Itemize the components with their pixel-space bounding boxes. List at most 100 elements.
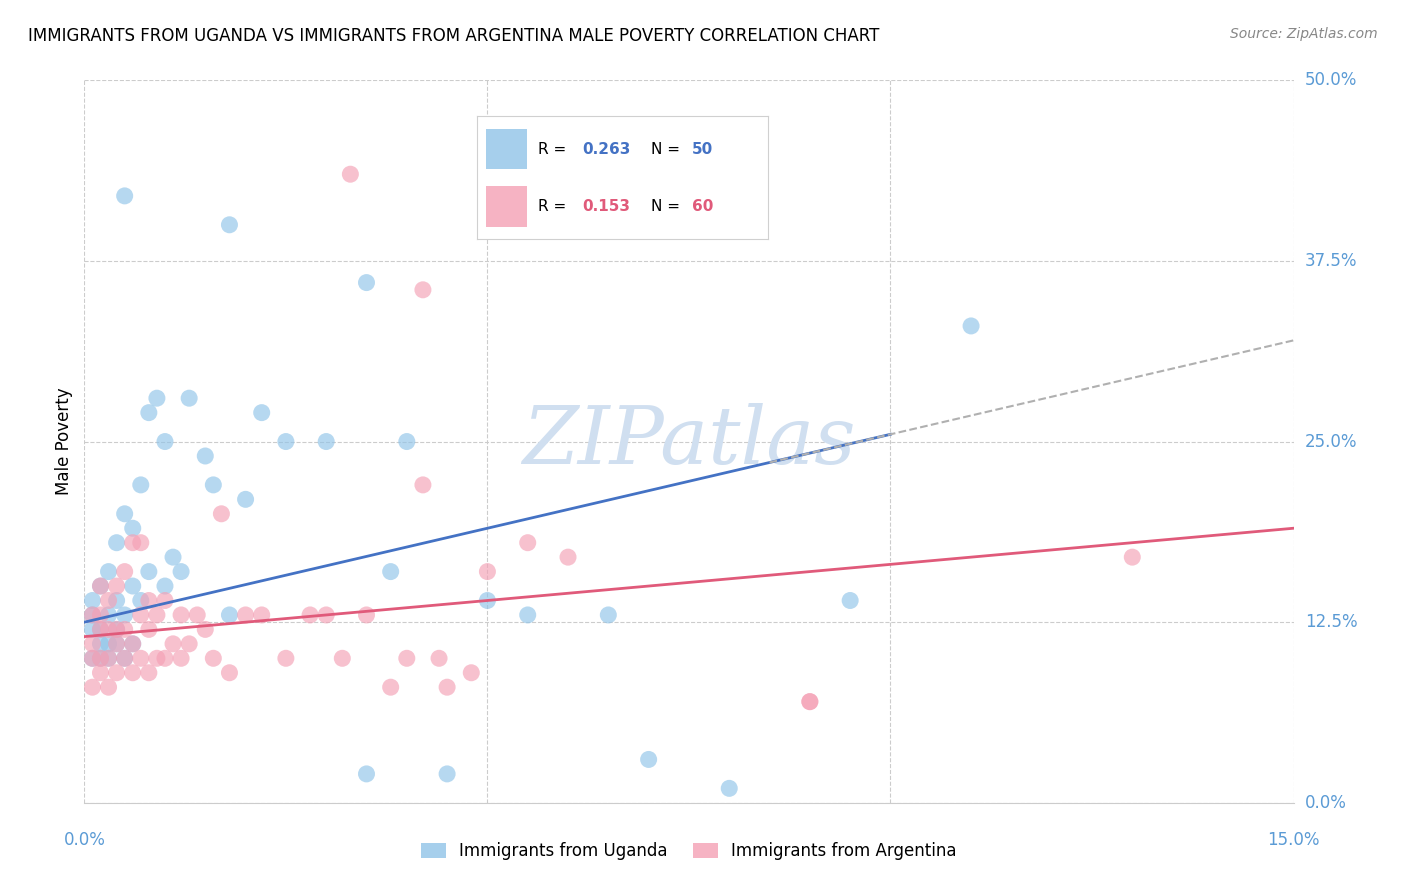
Text: ZIPatlas: ZIPatlas	[522, 403, 856, 480]
Text: Source: ZipAtlas.com: Source: ZipAtlas.com	[1230, 27, 1378, 41]
Point	[194, 623, 217, 637]
Point	[97, 637, 120, 651]
Point	[218, 607, 240, 622]
Point	[153, 579, 176, 593]
Point	[218, 218, 240, 232]
Point	[89, 637, 111, 651]
Point	[89, 651, 111, 665]
Point	[97, 593, 120, 607]
Point	[114, 189, 136, 203]
Point	[89, 579, 111, 593]
Point	[839, 593, 862, 607]
Point	[153, 434, 176, 449]
Point	[380, 680, 402, 694]
Point	[97, 607, 120, 622]
Point	[202, 651, 225, 665]
Point	[97, 680, 120, 694]
Point	[395, 651, 418, 665]
Point	[138, 623, 160, 637]
Point	[97, 565, 120, 579]
Point	[179, 637, 201, 651]
Point	[153, 651, 176, 665]
Text: 50.0%: 50.0%	[1305, 71, 1357, 89]
Point	[82, 651, 104, 665]
Point	[138, 406, 160, 420]
Point	[89, 651, 111, 665]
Point	[460, 665, 482, 680]
Point	[138, 565, 160, 579]
Point	[315, 607, 337, 622]
Point	[82, 680, 104, 694]
Point	[129, 651, 152, 665]
Point	[799, 695, 821, 709]
Point	[114, 623, 136, 637]
Point	[114, 651, 136, 665]
Point	[105, 623, 128, 637]
Point	[89, 623, 111, 637]
Point	[179, 391, 201, 405]
Point	[121, 665, 143, 680]
Point	[170, 607, 193, 622]
Point	[97, 651, 120, 665]
Point	[121, 535, 143, 549]
Point	[121, 637, 143, 651]
Point	[82, 607, 104, 622]
Point	[274, 651, 297, 665]
Point	[330, 651, 353, 665]
Point	[516, 607, 538, 622]
Point	[598, 607, 620, 622]
Point	[89, 579, 111, 593]
Point	[315, 434, 337, 449]
Point	[356, 607, 378, 622]
Point	[412, 283, 434, 297]
Point	[799, 695, 821, 709]
Point	[146, 391, 169, 405]
Point	[339, 167, 361, 181]
Point	[114, 565, 136, 579]
Text: 15.0%: 15.0%	[1267, 830, 1320, 848]
Point	[82, 593, 104, 607]
Point	[1121, 550, 1143, 565]
Point	[121, 637, 143, 651]
Point	[82, 607, 104, 622]
Point	[380, 565, 402, 579]
Point	[114, 607, 136, 622]
Text: 25.0%: 25.0%	[1305, 433, 1357, 450]
Point	[477, 565, 499, 579]
Point	[718, 781, 741, 796]
Point	[412, 478, 434, 492]
Point	[138, 665, 160, 680]
Point	[436, 767, 458, 781]
Point	[129, 593, 152, 607]
Point	[209, 507, 232, 521]
Point	[105, 593, 128, 607]
Point	[395, 434, 418, 449]
Text: 12.5%: 12.5%	[1305, 613, 1357, 632]
Point	[427, 651, 450, 665]
Point	[170, 651, 193, 665]
Point	[356, 767, 378, 781]
Point	[162, 637, 184, 651]
Point	[153, 593, 176, 607]
Text: 37.5%: 37.5%	[1305, 252, 1357, 270]
Point	[129, 607, 152, 622]
Point	[82, 651, 104, 665]
Point	[194, 449, 217, 463]
Point	[162, 550, 184, 565]
Point	[146, 651, 169, 665]
Point	[105, 579, 128, 593]
Point	[105, 665, 128, 680]
Point	[477, 593, 499, 607]
Point	[138, 593, 160, 607]
Point	[170, 565, 193, 579]
Point	[250, 406, 273, 420]
Point	[105, 623, 128, 637]
Point	[114, 651, 136, 665]
Point	[89, 665, 111, 680]
Y-axis label: Male Poverty: Male Poverty	[55, 388, 73, 495]
Point	[274, 434, 297, 449]
Point	[105, 637, 128, 651]
Point	[516, 535, 538, 549]
Point	[82, 637, 104, 651]
Point	[299, 607, 322, 622]
